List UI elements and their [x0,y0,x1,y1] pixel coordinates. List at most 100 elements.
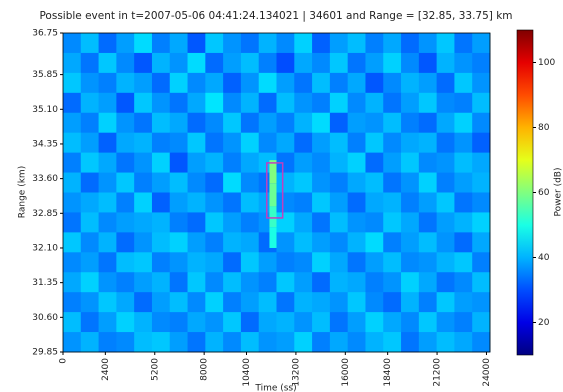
heatmap-cell [347,192,366,213]
heatmap-cell [454,192,473,213]
heatmap-cell [169,212,188,233]
heatmap-cell [276,152,295,173]
heatmap-cell [347,332,366,353]
heatmap-cell [294,72,313,94]
heatmap-cell [187,152,206,173]
heatmap-cell [276,252,295,273]
heatmap-cell [134,332,153,353]
heatmap-cell [347,112,366,134]
heatmap-cell [383,152,402,173]
heatmap-cell [98,112,117,134]
heatmap-cell [329,112,349,134]
heatmap-cell [63,52,82,74]
heatmap-cell [472,33,491,54]
heatmap-cell [116,92,135,114]
heatmap-cell [383,72,402,94]
x-tick-label: 8000 [200,358,210,381]
heatmap-cell [205,332,224,353]
heatmap-cell [116,172,135,193]
heatmap-cell [294,252,313,273]
heatmap-cell [418,272,438,293]
heatmap-cell [329,212,349,233]
heatmap-cell [329,172,349,193]
heatmap-cell [223,212,242,233]
heatmap-cell [383,52,402,74]
heatmap-cell [80,312,99,333]
heatmap-cell [472,52,491,74]
heatmap-cell [134,272,153,293]
x-tick-label: 18400 [383,358,393,387]
heatmap-cell [116,52,135,74]
heatmap-cell [116,332,135,353]
heatmap-cell [205,33,224,54]
heatmap-cell [80,152,99,173]
heatmap-cell [365,33,384,54]
x-tick-label: 21200 [433,358,443,387]
heatmap-cell [454,232,473,253]
heatmap-cell [276,132,295,154]
heatmap-cell [205,152,224,173]
heatmap-cell [312,292,331,313]
heatmap-cell [312,252,331,273]
heatmap-cell [98,332,117,353]
heatmap-cell [223,92,242,114]
heatmap-cell [472,252,491,273]
heatmap-cell [240,252,260,273]
heatmap-cell [329,192,349,213]
heatmap-cell [98,92,117,114]
heatmap-cell [365,292,384,313]
heatmap-cell [187,33,206,54]
heatmap-cell [383,292,402,313]
heatmap-cell [418,252,438,273]
heatmap-cell [151,52,171,74]
heatmap-cell [258,332,277,353]
heatmap-cell [472,332,491,353]
heatmap-cell [472,112,491,134]
heatmap-cell [276,72,295,94]
heatmap-cell [276,92,295,114]
event-cell [269,206,277,228]
heatmap-cell [98,292,117,313]
heatmap-cell [187,312,206,333]
y-tick-label: 35.85 [32,70,58,80]
heatmap-cell [240,272,260,293]
heatmap-cell [383,112,402,134]
heatmap-cell [276,332,295,353]
heatmap-cell [187,252,206,273]
heatmap-cell [436,92,455,114]
heatmap-cell [436,232,455,253]
heatmap-cell [80,232,99,253]
heatmap-cell [151,192,171,213]
heatmap-cell [472,272,491,293]
heatmap-cell [454,52,473,74]
heatmap-cell [312,192,331,213]
heatmap-cell [312,152,331,173]
heatmap-cell [151,152,171,173]
heatmap-cell [454,332,473,353]
heatmap-cell [383,212,402,233]
heatmap-cell [401,272,420,293]
heatmap-cell [454,312,473,333]
heatmap-cell [365,232,384,253]
heatmap-cell [63,192,82,213]
heatmap-cell [383,232,402,253]
heatmap-cell [436,212,455,233]
heatmap-cell [63,312,82,333]
heatmap-cell [365,132,384,154]
heatmap-cell [454,132,473,154]
heatmap-cell [134,52,153,74]
heatmap-cell [169,33,188,54]
heatmap-cell [347,132,366,154]
heatmap-cell [80,172,99,193]
heatmap-cell [134,112,153,134]
heatmap-cell [63,252,82,273]
heatmap-cell [134,152,153,173]
heatmap-cell [240,192,260,213]
heatmap-cell [329,52,349,74]
heatmap-cell [276,192,295,213]
heatmap-cell [294,152,313,173]
heatmap-cell [63,152,82,173]
heatmap-cell [294,112,313,134]
heatmap-cell [454,92,473,114]
heatmap-cell [294,33,313,54]
